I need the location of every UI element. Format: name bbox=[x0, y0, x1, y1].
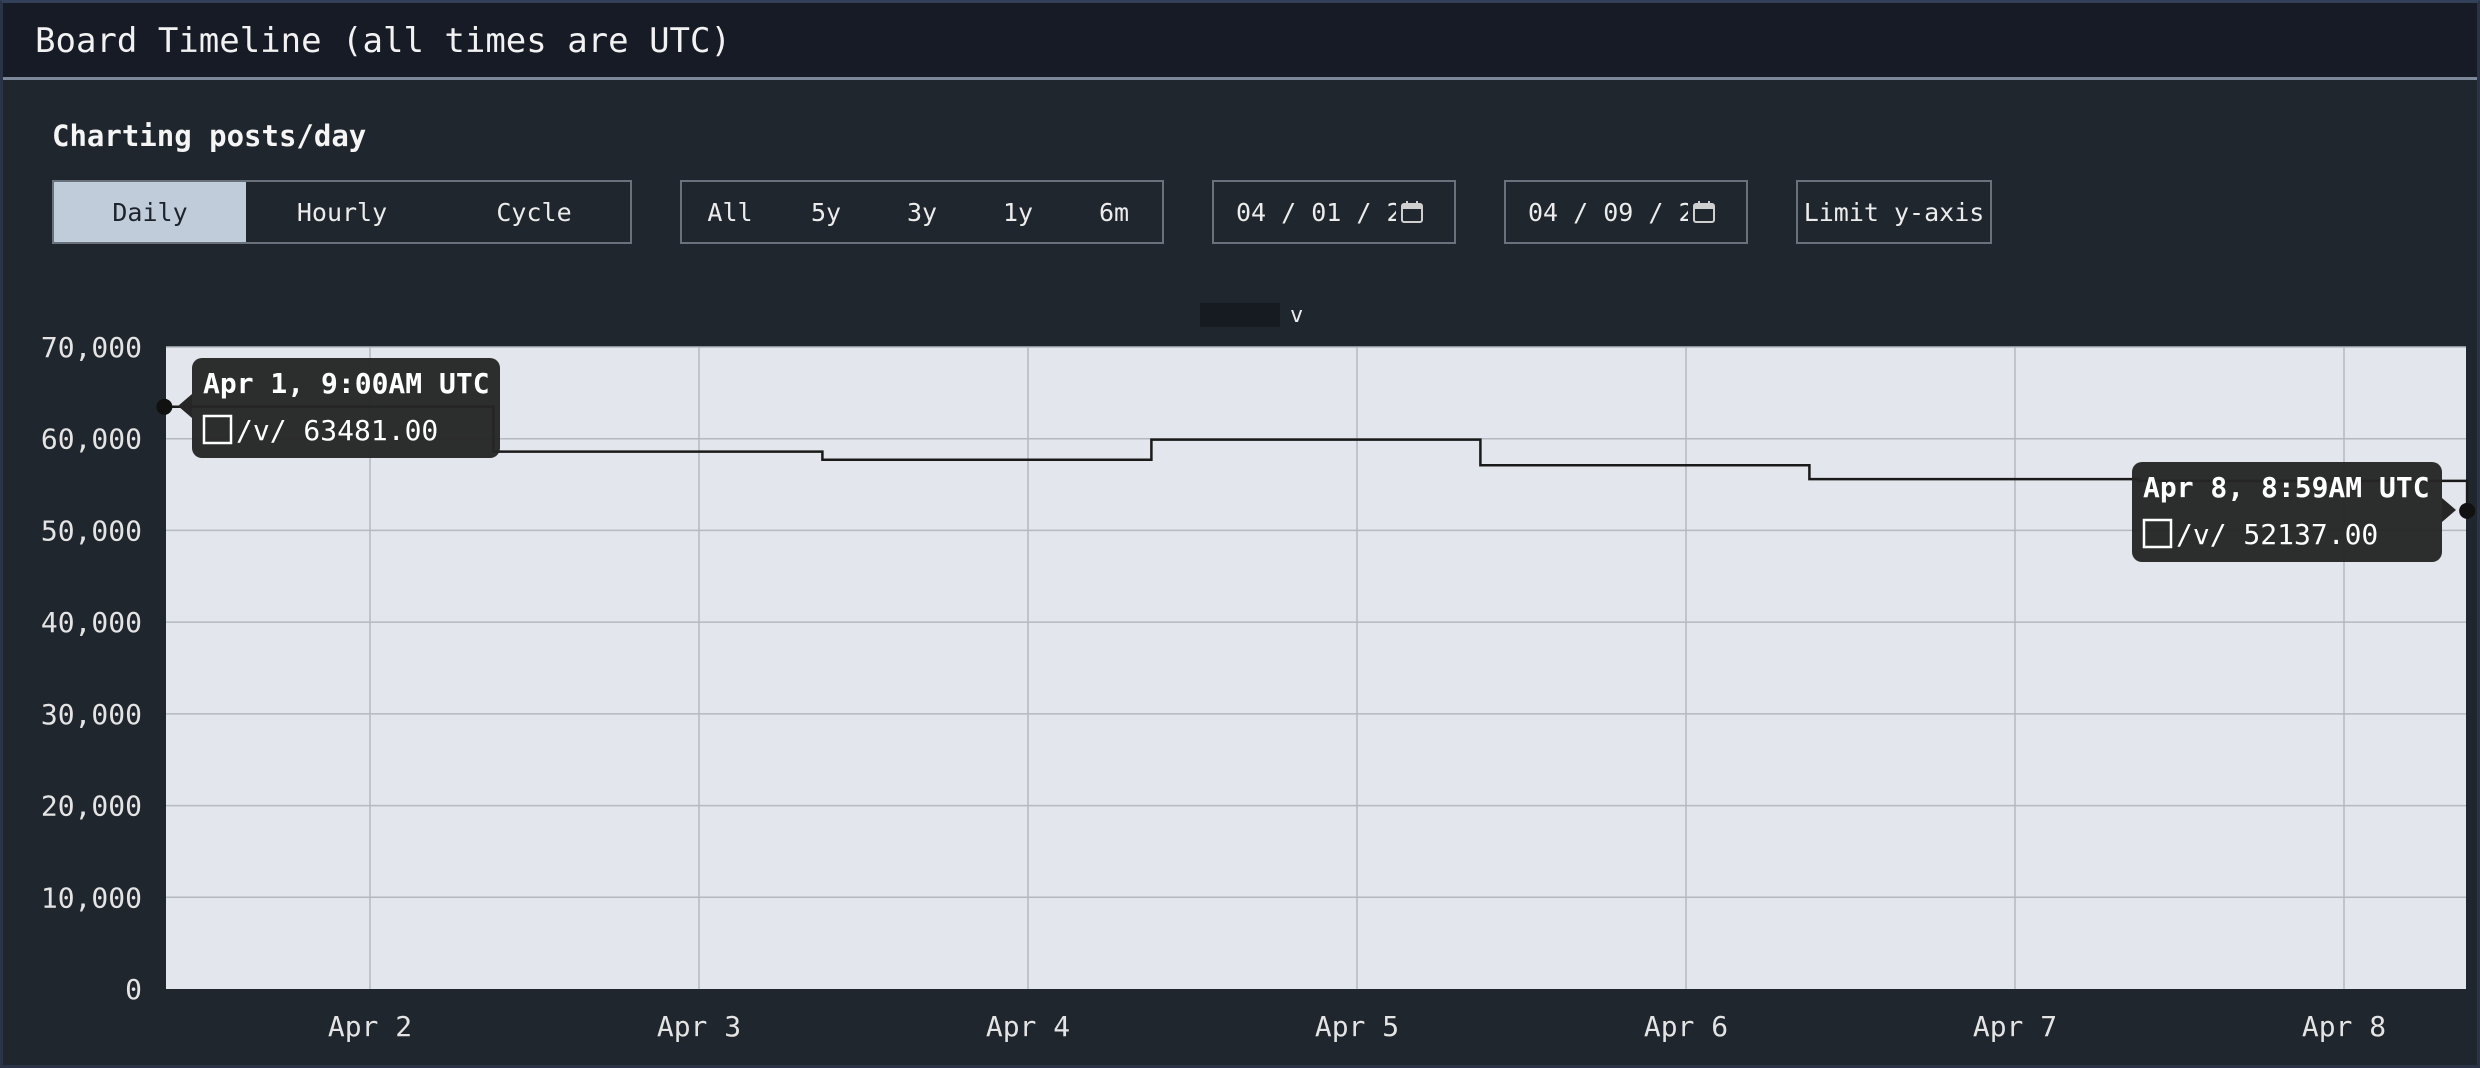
y-tick-label: 50,000 bbox=[41, 514, 142, 547]
tooltip-series-swatch bbox=[2142, 518, 2173, 549]
tooltip-pointer bbox=[178, 394, 192, 418]
plot-area bbox=[166, 347, 2466, 989]
tooltip-start: Apr 1, 9:00AM UTC/v/ 63481.00 bbox=[178, 358, 500, 458]
y-tick-label: 10,000 bbox=[41, 881, 142, 914]
header-bar: Board Timeline (all times are UTC) bbox=[3, 3, 2477, 80]
x-tick-label: Apr 2 bbox=[328, 1010, 412, 1043]
chart-subtitle: Charting posts/day bbox=[52, 119, 367, 153]
tooltip-end: Apr 8, 8:59AM UTC/v/ 52137.00 bbox=[2132, 462, 2456, 562]
y-tick-label: 30,000 bbox=[41, 698, 142, 731]
data-point-start[interactable] bbox=[156, 398, 173, 415]
x-tick-label: Apr 6 bbox=[1644, 1010, 1728, 1043]
mode-option-hourly[interactable]: Hourly bbox=[296, 197, 388, 227]
x-tick-label: Apr 3 bbox=[657, 1010, 741, 1043]
range-option-1y[interactable]: 1y bbox=[1002, 197, 1034, 227]
legend-swatch[interactable] bbox=[1200, 303, 1280, 327]
y-tick-label: 20,000 bbox=[41, 790, 142, 823]
y-tick-label: 0 bbox=[125, 973, 142, 1006]
legend-label: v bbox=[1290, 303, 1303, 328]
tooltip-box bbox=[192, 358, 500, 458]
start-date-input[interactable]: 04 / 01 / 2026 bbox=[1212, 180, 1456, 244]
interval-mode-selector: Daily Hourly Cycle bbox=[52, 180, 632, 244]
y-tick-label: 70,000 bbox=[41, 331, 142, 364]
mode-option-daily[interactable]: Daily bbox=[54, 182, 246, 242]
end-date-input[interactable]: 04 / 09 / 2026 bbox=[1504, 180, 1748, 244]
tooltip-box bbox=[2132, 462, 2442, 562]
tooltip-pointer bbox=[2442, 498, 2456, 522]
range-option-6m[interactable]: 6m bbox=[1098, 197, 1130, 227]
range-option-3y[interactable]: 3y bbox=[906, 197, 938, 227]
start-date-value: 04 / 01 / 2026 bbox=[1236, 197, 1396, 227]
calendar-icon[interactable] bbox=[1400, 200, 1424, 224]
x-tick-label: Apr 5 bbox=[1315, 1010, 1399, 1043]
tooltip-series-swatch bbox=[202, 414, 233, 445]
mode-option-cycle[interactable]: Cycle bbox=[496, 197, 572, 227]
y-tick-label: 40,000 bbox=[41, 606, 142, 639]
y-tick-label: 60,000 bbox=[41, 423, 142, 456]
data-point-end[interactable] bbox=[2459, 502, 2476, 519]
x-tick-label: Apr 7 bbox=[1973, 1010, 2057, 1043]
tooltip-value: /v/ 52137.00 bbox=[2176, 518, 2378, 551]
range-option-all[interactable]: All bbox=[707, 197, 753, 227]
calendar-icon[interactable] bbox=[1692, 200, 1716, 224]
time-range-selector: All 5y 3y 1y 6m bbox=[680, 180, 1164, 244]
tooltip-title: Apr 1, 9:00AM UTC bbox=[203, 367, 490, 400]
limit-y-axis-button[interactable]: Limit y-axis bbox=[1796, 180, 1992, 244]
x-tick-label: Apr 4 bbox=[986, 1010, 1070, 1043]
tooltip-title: Apr 8, 8:59AM UTC bbox=[2143, 471, 2430, 504]
x-tick-label: Apr 8 bbox=[2302, 1010, 2386, 1043]
tooltip-value: /v/ 63481.00 bbox=[236, 414, 438, 447]
page-title: Board Timeline (all times are UTC) bbox=[35, 21, 731, 61]
end-date-value: 04 / 09 / 2026 bbox=[1528, 197, 1688, 227]
range-option-5y[interactable]: 5y bbox=[810, 197, 842, 227]
